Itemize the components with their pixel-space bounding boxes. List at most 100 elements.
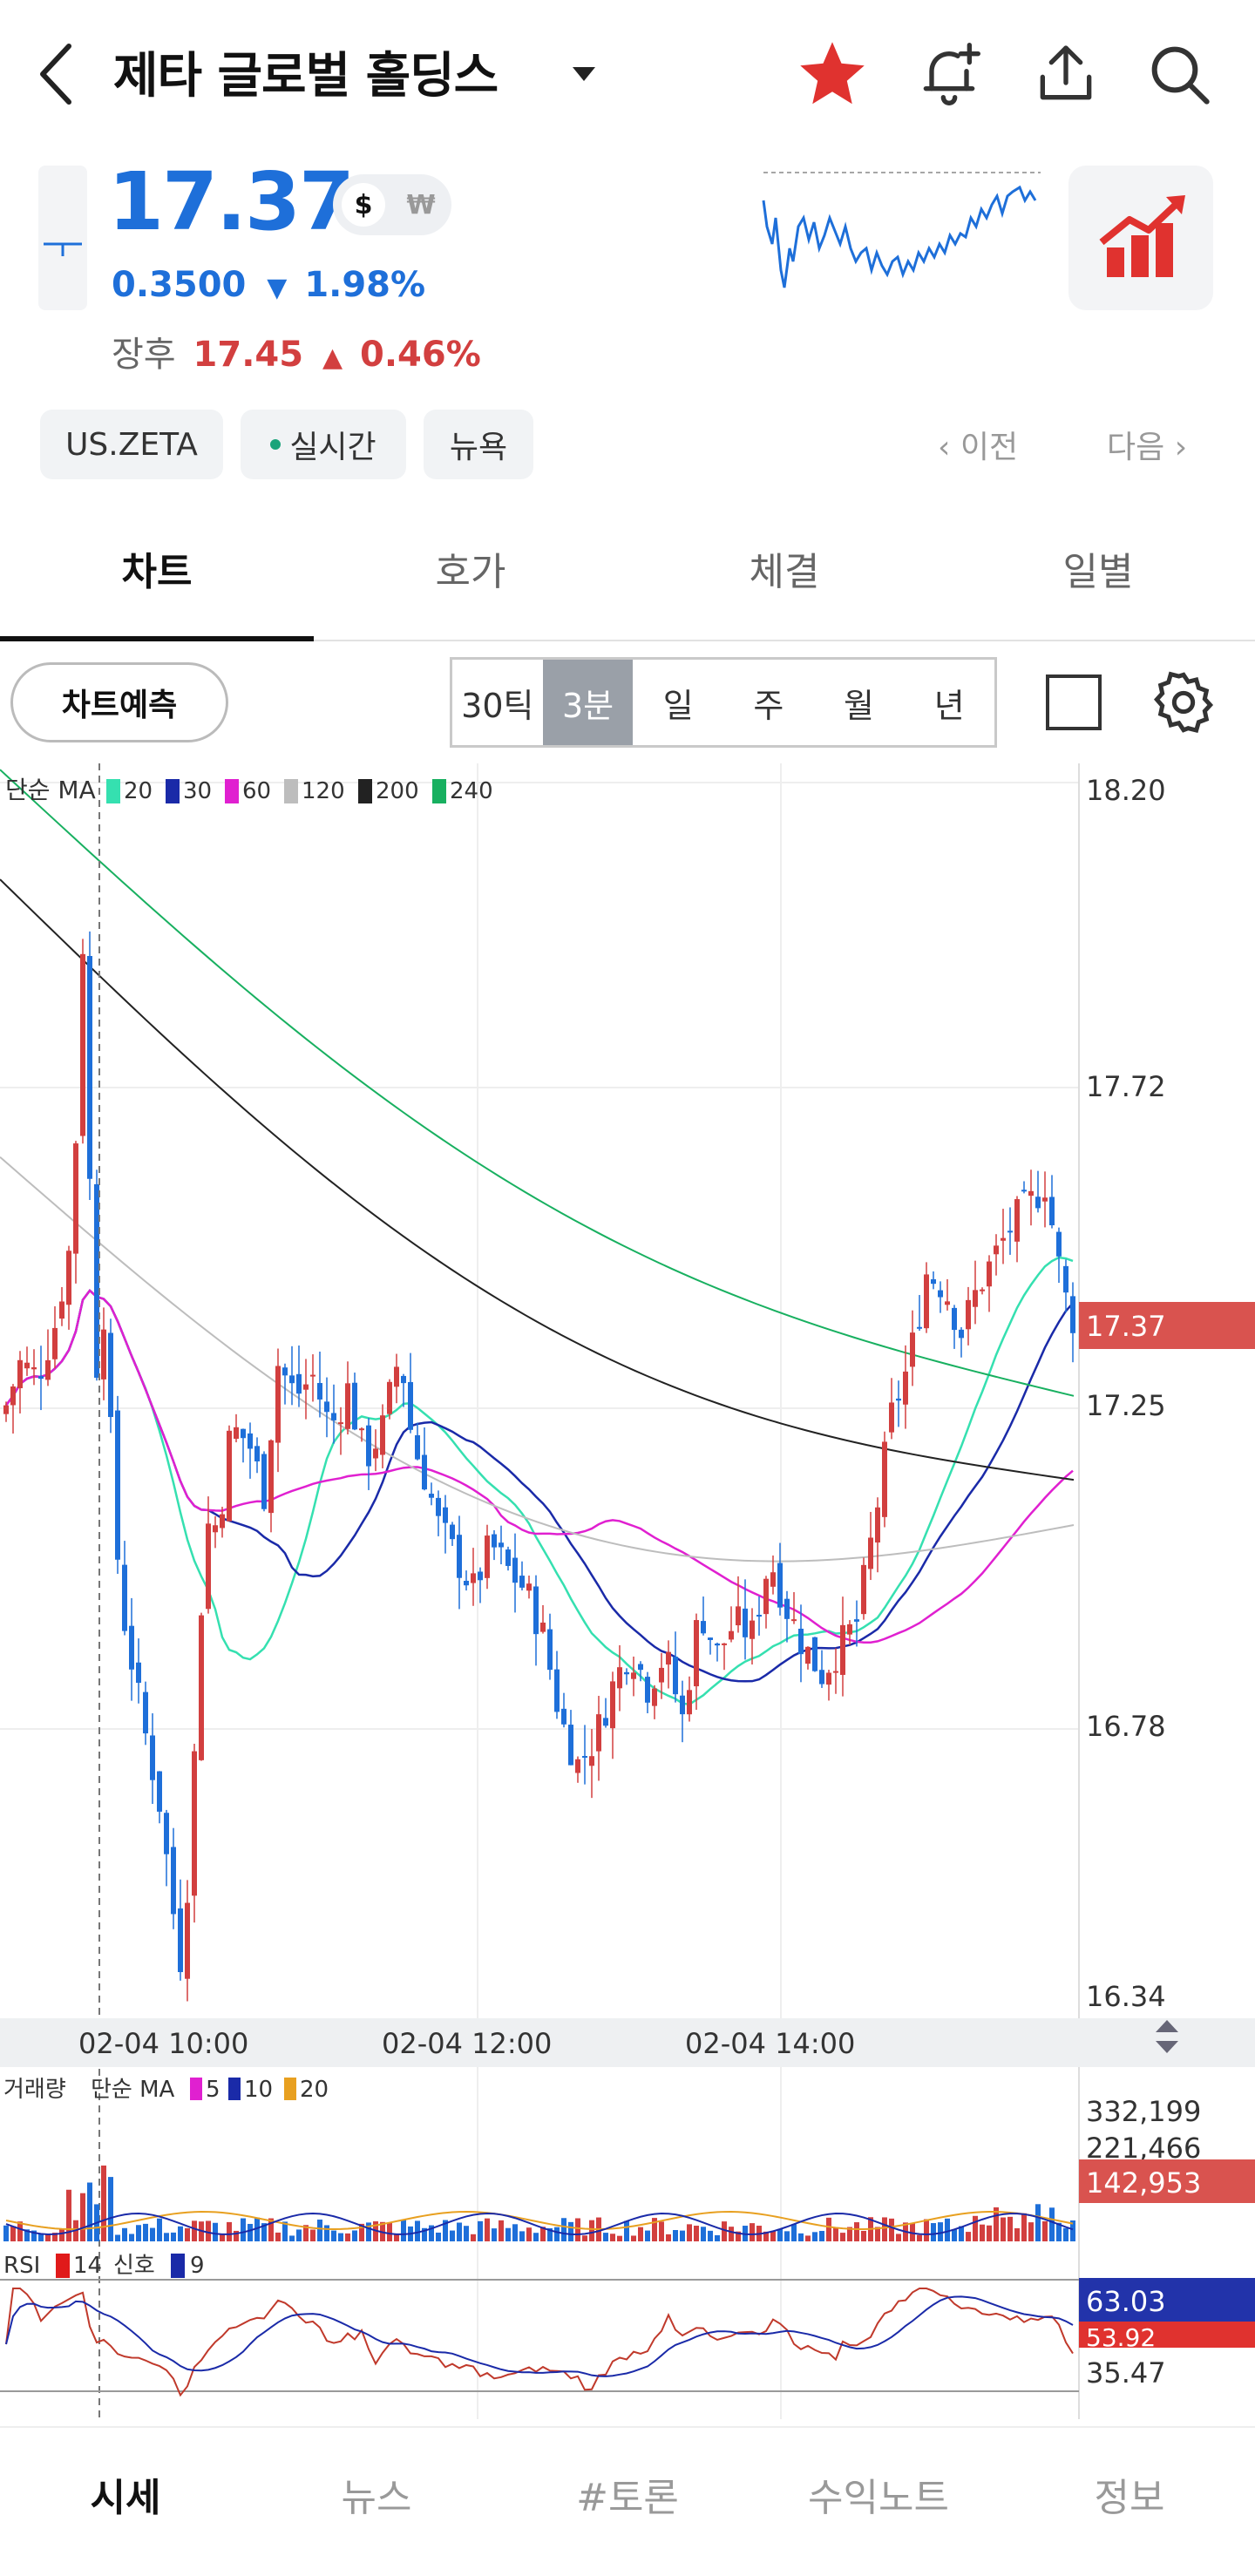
- volume-bar: [1035, 2204, 1041, 2241]
- volume-bar: [192, 2220, 197, 2241]
- volume-bar: [568, 2221, 573, 2241]
- candle-body: [429, 1494, 434, 1498]
- period-30tick[interactable]: 30틱: [461, 686, 534, 725]
- realtime-label: 실시간: [289, 430, 376, 465]
- candle-body: [289, 1375, 295, 1384]
- volume-bar: [680, 2230, 685, 2241]
- volume-bar: [519, 2231, 525, 2241]
- realtime-chip[interactable]: 실시간: [241, 410, 406, 479]
- tab-trades[interactable]: 체결: [749, 550, 820, 594]
- candle-body: [589, 1756, 594, 1766]
- chevron-down-icon[interactable]: [558, 35, 610, 113]
- candle-body: [777, 1563, 783, 1608]
- candle-body: [492, 1534, 497, 1548]
- usd-option[interactable]: $: [342, 183, 385, 227]
- volume-bar: [157, 2218, 162, 2241]
- candle-body: [784, 1598, 790, 1619]
- period-month[interactable]: 월: [844, 686, 874, 725]
- period-week[interactable]: 주: [753, 686, 784, 725]
- candle-body: [812, 1637, 817, 1671]
- candle-body: [645, 1677, 650, 1703]
- volume-bar: [1070, 2220, 1075, 2241]
- candle-body: [526, 1583, 532, 1591]
- candle-body: [464, 1580, 469, 1586]
- volume-bar: [38, 2234, 44, 2241]
- chart-analysis-button[interactable]: [1068, 166, 1213, 310]
- krw-option[interactable]: ₩: [406, 189, 436, 220]
- volume-bar: [889, 2218, 894, 2241]
- volume-bar: [659, 2221, 664, 2241]
- bell-add-icon[interactable]: [910, 35, 988, 113]
- chart-predict-button[interactable]: 차트예측: [10, 662, 228, 742]
- current-price: 17.37: [108, 155, 355, 248]
- ma-legend-period: 240: [450, 778, 493, 804]
- candle-body: [659, 1667, 664, 1683]
- rsi-tag-bg: [1079, 2278, 1255, 2322]
- share-icon[interactable]: [1027, 35, 1105, 113]
- volume-ma10-line: [5, 2212, 1074, 2235]
- period-day[interactable]: 일: [662, 686, 694, 725]
- nav-profit-note[interactable]: 수익노트: [808, 2476, 949, 2520]
- ma120-line: [0, 1156, 1075, 1563]
- candle-body: [1001, 1237, 1006, 1241]
- volume-bar: [994, 2207, 999, 2241]
- period-3min[interactable]: 3분: [542, 660, 634, 745]
- candle-body: [833, 1671, 838, 1673]
- nav-news[interactable]: 뉴스: [341, 2476, 412, 2520]
- volume-bar: [798, 2233, 804, 2241]
- search-icon[interactable]: [1140, 35, 1218, 113]
- volume-bar: [938, 2222, 943, 2241]
- volume-bar: [227, 2221, 232, 2241]
- volume-bar: [533, 2233, 539, 2241]
- candle-body: [966, 1299, 971, 1330]
- candle-body: [143, 1691, 148, 1734]
- nav-discussion[interactable]: #토론: [576, 2476, 679, 2520]
- fullscreen-icon[interactable]: [1046, 675, 1102, 730]
- y-tick-label: 18.20: [1086, 774, 1166, 807]
- candle-body: [234, 1427, 239, 1440]
- current-price-tag: 17.37: [1086, 1310, 1166, 1343]
- currency-toggle[interactable]: $ ₩: [333, 174, 451, 235]
- period-year[interactable]: 년: [933, 686, 965, 725]
- prev-stock-button[interactable]: ‹ 이전: [938, 422, 1018, 467]
- candle-body: [178, 1908, 183, 1973]
- nav-quote[interactable]: 시세: [90, 2476, 161, 2520]
- candle-body: [889, 1402, 894, 1433]
- tab-chart[interactable]: 차트: [121, 550, 193, 594]
- star-icon[interactable]: [793, 35, 872, 113]
- volume-bar: [10, 2226, 16, 2241]
- tab-orderbook[interactable]: 호가: [435, 550, 506, 594]
- candle-body: [415, 1434, 420, 1460]
- volume-bar: [1014, 2227, 1020, 2241]
- candle-body: [819, 1670, 824, 1685]
- volume-bar: [366, 2222, 371, 2241]
- tab-daily[interactable]: 일별: [1062, 550, 1134, 594]
- down-arrow-icon: ▼: [267, 273, 288, 303]
- volume-bar: [129, 2234, 134, 2241]
- volume-bar: [715, 2234, 720, 2241]
- candle-body: [973, 1290, 978, 1307]
- ticker-chip[interactable]: US.ZETA: [40, 410, 223, 479]
- candle-body: [45, 1359, 51, 1380]
- live-dot-icon: [270, 439, 282, 450]
- stock-title[interactable]: 제타 글로벌 홀딩스: [113, 48, 499, 105]
- volume-bar: [45, 2234, 51, 2241]
- settings-gear-icon[interactable]: [1149, 668, 1218, 737]
- candle-body: [603, 1718, 608, 1726]
- after-hours-quote: 장후 17.45 ▲ 0.46%: [112, 326, 481, 376]
- next-stock-button[interactable]: 다음 ›: [1107, 422, 1187, 467]
- volume-bar: [547, 2227, 553, 2241]
- stock-chart[interactable]: 단순 MA 20 30 60 120 200 240 18.20 17.72 17.25 …: [0, 763, 1255, 2428]
- candle-body: [185, 1902, 190, 1979]
- candle-body: [854, 1619, 859, 1622]
- nav-info[interactable]: 정보: [1094, 2476, 1165, 2520]
- exchange-chip[interactable]: 뉴욕: [424, 410, 533, 479]
- volume-bar: [1042, 2220, 1048, 2241]
- candle-body: [729, 1630, 734, 1640]
- volume-bar: [624, 2220, 629, 2241]
- volume-bar: [254, 2217, 260, 2241]
- candle-body: [868, 1537, 873, 1569]
- candle-body: [122, 1564, 127, 1631]
- back-icon[interactable]: [17, 35, 96, 113]
- volume-bar: [603, 2233, 608, 2241]
